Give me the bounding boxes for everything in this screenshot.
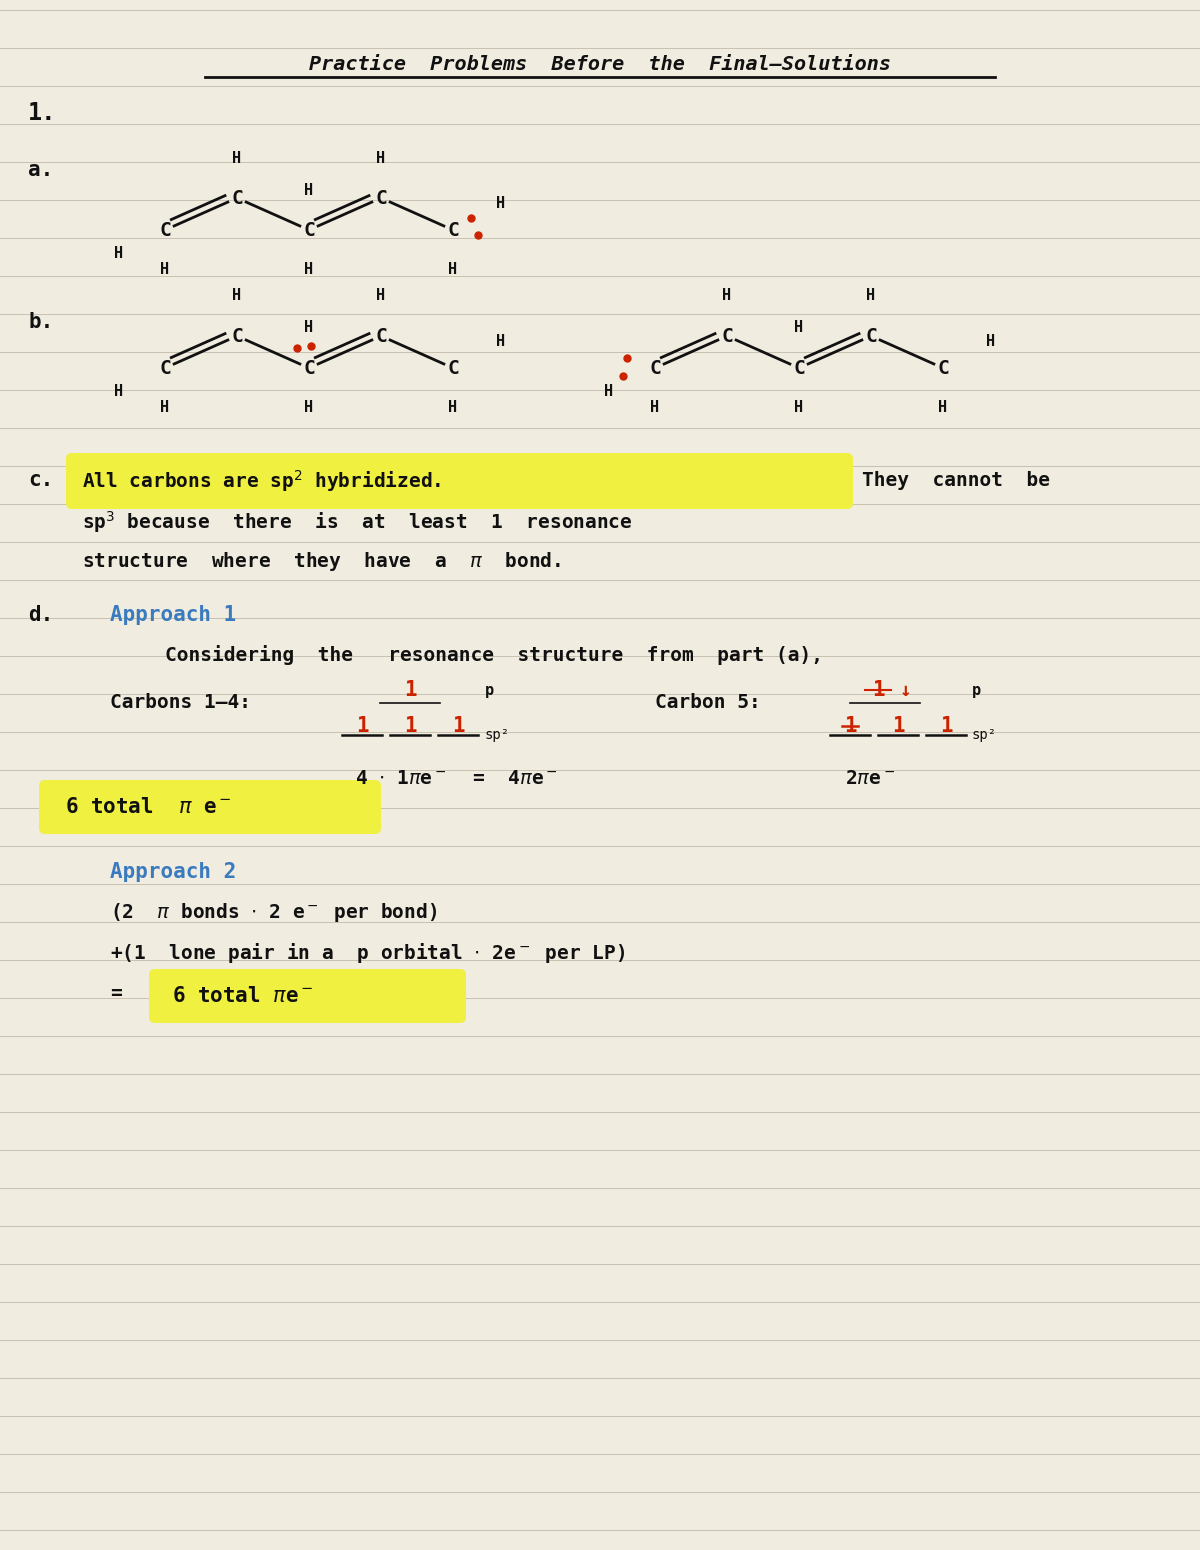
- Text: C: C: [376, 189, 386, 208]
- Text: b.: b.: [28, 312, 53, 332]
- Text: sp²: sp²: [485, 728, 510, 742]
- Text: H: H: [986, 335, 996, 349]
- Text: Carbons 1–4:: Carbons 1–4:: [110, 693, 251, 711]
- FancyBboxPatch shape: [149, 969, 466, 1023]
- Text: 1: 1: [403, 680, 416, 701]
- Text: d.: d.: [28, 604, 53, 625]
- Text: C: C: [448, 358, 458, 378]
- Text: ↓: ↓: [899, 680, 911, 699]
- Text: H: H: [794, 321, 804, 335]
- Text: 6 total $\pi$e$^-$: 6 total $\pi$e$^-$: [172, 986, 313, 1006]
- Text: 1: 1: [844, 716, 857, 736]
- Text: H: H: [377, 150, 385, 166]
- Text: C: C: [649, 358, 661, 378]
- Text: 4 $\cdot$ 1$\pi$e$^-$  =  4$\pi$e$^-$: 4 $\cdot$ 1$\pi$e$^-$ = 4$\pi$e$^-$: [355, 769, 558, 787]
- Text: H: H: [305, 321, 313, 335]
- Text: H: H: [305, 183, 313, 197]
- Text: C: C: [304, 358, 314, 378]
- Text: Approach 1: Approach 1: [110, 604, 236, 625]
- Text: H: H: [605, 384, 613, 400]
- Text: H: H: [233, 288, 241, 304]
- Text: C: C: [937, 358, 949, 378]
- Text: H: H: [114, 246, 124, 262]
- Text: 1: 1: [403, 716, 416, 736]
- Text: 1: 1: [355, 716, 368, 736]
- Text: Carbon 5:: Carbon 5:: [655, 693, 761, 711]
- Text: H: H: [497, 197, 505, 211]
- Text: p: p: [972, 682, 982, 698]
- Text: 2$\pi$e$^-$: 2$\pi$e$^-$: [845, 769, 895, 787]
- Text: H: H: [377, 288, 385, 304]
- Text: structure  where  they  have  a  $\pi$  bond.: structure where they have a $\pi$ bond.: [82, 550, 560, 574]
- Text: C: C: [304, 220, 314, 240]
- Text: +(1  lone pair in a  p orbital $\cdot$ 2e$^-$ per LP): +(1 lone pair in a p orbital $\cdot$ 2e$…: [110, 941, 625, 966]
- Text: C: C: [721, 327, 733, 346]
- Text: C: C: [160, 220, 170, 240]
- Text: C: C: [232, 327, 242, 346]
- Text: c.: c.: [28, 470, 53, 490]
- Text: C: C: [160, 358, 170, 378]
- Text: 6 total  $\pi$ e$^-$: 6 total $\pi$ e$^-$: [65, 797, 232, 817]
- Text: C: C: [376, 327, 386, 346]
- Text: Approach 2: Approach 2: [110, 862, 236, 882]
- Text: sp$^3$ because  there  is  at  least  1  resonance: sp$^3$ because there is at least 1 reson…: [82, 508, 632, 535]
- Text: H: H: [114, 384, 124, 400]
- Text: 1: 1: [892, 716, 905, 736]
- Text: C: C: [793, 358, 805, 378]
- Text: Practice  Problems  Before  the  Final–Solutions: Practice Problems Before the Final–Solut…: [310, 56, 890, 74]
- Text: H: H: [497, 335, 505, 349]
- Text: Considering  the   resonance  structure  from  part (a),: Considering the resonance structure from…: [166, 645, 823, 665]
- Text: sp²: sp²: [972, 728, 997, 742]
- Text: H: H: [449, 400, 457, 415]
- FancyBboxPatch shape: [66, 453, 853, 508]
- Text: H: H: [449, 262, 457, 277]
- Text: 1.: 1.: [28, 101, 56, 126]
- Text: All carbons are sp$^2$ hybridized.: All carbons are sp$^2$ hybridized.: [82, 468, 442, 494]
- FancyBboxPatch shape: [38, 780, 382, 834]
- Text: H: H: [161, 400, 169, 415]
- Text: =: =: [110, 984, 121, 1003]
- Text: H: H: [305, 400, 313, 415]
- Text: 1: 1: [871, 680, 884, 701]
- Text: H: H: [650, 400, 660, 415]
- Text: H: H: [794, 400, 804, 415]
- Text: 1: 1: [451, 716, 464, 736]
- Text: a.: a.: [28, 160, 53, 180]
- Text: H: H: [305, 262, 313, 277]
- Text: H: H: [938, 400, 948, 415]
- Text: C: C: [865, 327, 877, 346]
- Text: C: C: [448, 220, 458, 240]
- Text: C: C: [232, 189, 242, 208]
- Text: (2  $\pi$ bonds $\cdot$ 2 e$^-$ per bond): (2 $\pi$ bonds $\cdot$ 2 e$^-$ per bond): [110, 902, 437, 924]
- Text: H: H: [161, 262, 169, 277]
- Text: p: p: [485, 682, 494, 698]
- Text: 1: 1: [940, 716, 953, 736]
- Text: They  cannot  be: They cannot be: [862, 471, 1050, 490]
- Text: H: H: [866, 288, 876, 304]
- Text: H: H: [722, 288, 732, 304]
- Text: H: H: [233, 150, 241, 166]
